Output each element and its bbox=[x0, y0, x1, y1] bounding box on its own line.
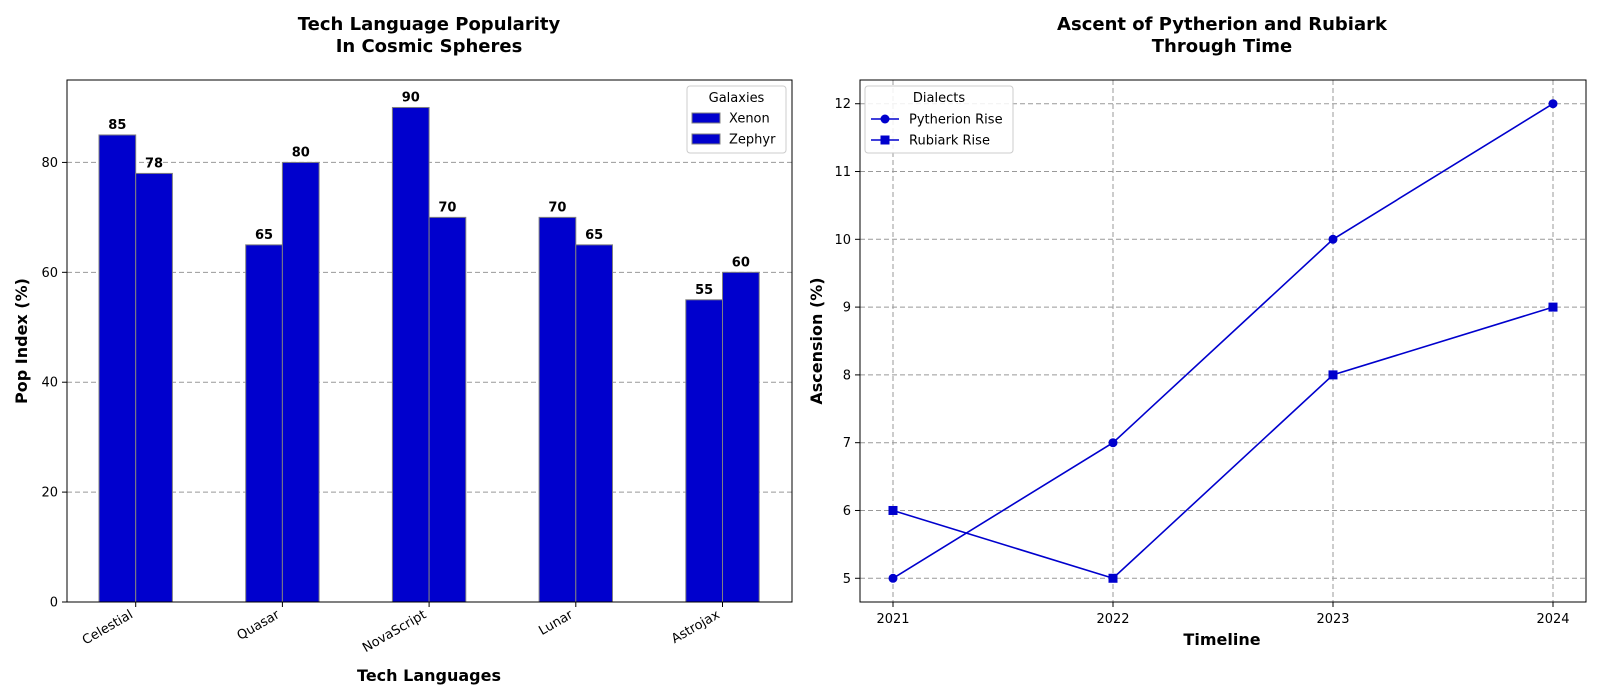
bar-chart-legend-label: Zephyr bbox=[729, 133, 776, 148]
bar-chart-y-tick-label: 80 bbox=[41, 156, 58, 171]
bar-chart-y-tick-label: 0 bbox=[50, 596, 58, 611]
bar-chart-x-tick-label: Astrojax bbox=[669, 607, 723, 647]
series-line-pytherion-rise bbox=[892, 103, 1554, 579]
bar-value-label: 80 bbox=[292, 145, 310, 160]
bar-chart-legend-swatch bbox=[691, 133, 721, 145]
bar-zephyr bbox=[575, 244, 613, 603]
bar-chart-title-line1: Tech Language Popularity bbox=[298, 14, 561, 35]
bar-value-label: 55 bbox=[695, 283, 713, 298]
bar-chart-x-tick-label: Celestial bbox=[80, 607, 136, 648]
bar-value-label: 85 bbox=[108, 118, 126, 133]
line-chart: Ascent of Pytherion and Rubiark Through … bbox=[807, 14, 1587, 649]
line-chart-x-tick-label: 2023 bbox=[1316, 612, 1349, 627]
bar-chart-y-tick-label: 40 bbox=[41, 376, 58, 391]
line-chart-y-tick-label: 8 bbox=[843, 368, 851, 383]
line-chart-x-tick-label: 2024 bbox=[1536, 612, 1569, 627]
line-chart-y-tick-label: 5 bbox=[843, 572, 851, 587]
bar-chart-y-axis-label: Pop Index (%) bbox=[12, 278, 31, 404]
point-rubiark-rise bbox=[1548, 302, 1558, 312]
bar-chart-x-tick-label: Quasar bbox=[235, 607, 283, 644]
bar-chart-y-tick-label: 60 bbox=[41, 266, 58, 281]
line-chart-legend-marker bbox=[880, 135, 890, 145]
bar-chart-legend-title: Galaxies bbox=[709, 91, 765, 106]
bar-chart-x-axis-label: Tech Languages bbox=[357, 666, 501, 685]
bar-xenon bbox=[391, 106, 430, 603]
line-chart-title-line2: Through Time bbox=[1152, 36, 1293, 57]
line-chart-y-tick-label: 9 bbox=[843, 301, 851, 316]
bar-xenon bbox=[98, 134, 137, 603]
bar-zephyr bbox=[281, 161, 320, 603]
bar-chart-y-tick-label: 20 bbox=[41, 486, 58, 501]
bar-chart-legend: Galaxies Xenon Zephyr bbox=[686, 85, 787, 154]
bar-value-label: 90 bbox=[402, 90, 420, 105]
point-rubiark-rise bbox=[888, 505, 898, 515]
point-pytherion-rise bbox=[1108, 438, 1118, 448]
bar-xenon bbox=[245, 244, 283, 603]
bar-value-label: 60 bbox=[732, 255, 750, 270]
bar-value-label: 70 bbox=[438, 200, 456, 215]
bar-chart: Tech Language Popularity In Cosmic Spher… bbox=[12, 14, 793, 685]
point-pytherion-rise bbox=[1548, 99, 1558, 109]
line-chart-y-axis-label: Ascension (%) bbox=[807, 277, 826, 404]
line-chart-y-tick-label: 6 bbox=[843, 504, 851, 519]
line-chart-plot-frame bbox=[859, 79, 1587, 603]
bar-chart-x-tick-label: Lunar bbox=[536, 607, 576, 639]
line-chart-y-tick-label: 11 bbox=[834, 165, 851, 180]
bar-chart-title-line2: In Cosmic Spheres bbox=[336, 36, 523, 57]
line-chart-legend-label: Rubiark Rise bbox=[909, 134, 990, 149]
bar-zephyr bbox=[135, 172, 173, 603]
bar-chart-legend-swatch bbox=[691, 112, 721, 124]
line-chart-x-tick-label: 2021 bbox=[876, 612, 909, 627]
bar-xenon bbox=[538, 216, 577, 603]
line-chart-x-tick-label: 2022 bbox=[1096, 612, 1129, 627]
line-chart-y-tick-label: 10 bbox=[834, 233, 851, 248]
line-chart-title-line1: Ascent of Pytherion and Rubiark bbox=[1057, 14, 1388, 35]
bar-zephyr bbox=[428, 216, 467, 603]
bar-value-label: 70 bbox=[548, 200, 566, 215]
bar-chart-x-tick-label: NovaScript bbox=[360, 607, 429, 656]
line-chart-y-tick-label: 12 bbox=[834, 97, 851, 112]
line-chart-legend-marker bbox=[880, 114, 890, 124]
bar-xenon bbox=[685, 299, 723, 603]
series-line-rubiark-rise bbox=[892, 306, 1554, 580]
bar-zephyr bbox=[722, 271, 760, 603]
bar-value-label: 65 bbox=[585, 228, 603, 243]
point-rubiark-rise bbox=[1328, 370, 1338, 380]
point-rubiark-rise bbox=[1108, 573, 1118, 583]
point-pytherion-rise bbox=[1328, 234, 1338, 244]
line-chart-legend-title: Dialects bbox=[913, 91, 965, 106]
bar-value-label: 65 bbox=[255, 228, 273, 243]
bar-value-label: 78 bbox=[145, 156, 163, 171]
line-chart-legend-label: Pytherion Rise bbox=[909, 113, 1003, 128]
line-chart-y-tick-label: 7 bbox=[843, 436, 851, 451]
line-chart-legend-box bbox=[864, 85, 1014, 154]
bar-chart-legend-label: Xenon bbox=[729, 112, 770, 127]
line-chart-legend: Dialects Pytherion Rise Rubiark Rise bbox=[864, 85, 1014, 154]
line-chart-x-axis-label: Timeline bbox=[1183, 630, 1260, 649]
point-pytherion-rise bbox=[888, 573, 898, 583]
